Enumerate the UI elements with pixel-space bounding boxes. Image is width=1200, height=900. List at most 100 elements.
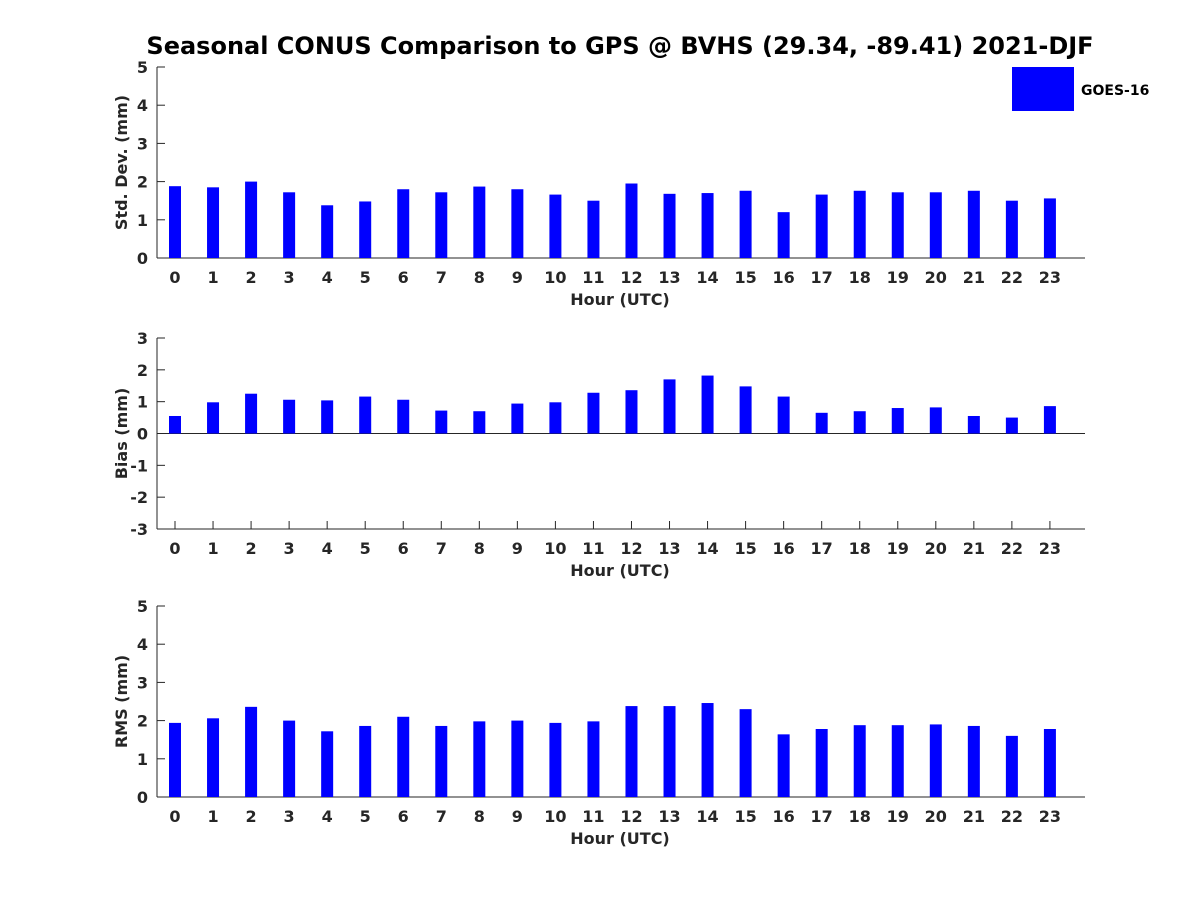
bias-y-tick-label: -2 <box>130 488 148 507</box>
rms-bar <box>511 720 524 797</box>
rms-bar <box>891 725 904 797</box>
std-dev-bar <box>853 190 866 258</box>
rms-x-tick-label: 22 <box>1001 807 1023 826</box>
legend-swatch <box>1012 67 1074 111</box>
std-dev-bar <box>891 192 904 258</box>
std-dev-x-tick-label: 6 <box>398 268 409 287</box>
bias-bar <box>207 402 220 434</box>
bias-bar <box>1005 417 1018 434</box>
std-dev-x-tick-label: 13 <box>658 268 680 287</box>
bias-bar <box>397 399 410 434</box>
bias-x-tick-label: 15 <box>734 539 756 558</box>
bias-bar <box>853 411 866 434</box>
bias-x-tick-label: 14 <box>696 539 718 558</box>
bias-x-tick-label: 16 <box>773 539 795 558</box>
rms-x-tick-label: 9 <box>512 807 523 826</box>
rms-bar <box>739 709 752 797</box>
rms-x-tick-label: 7 <box>436 807 447 826</box>
rms-bar <box>1005 735 1018 797</box>
bias-x-tick-label: 1 <box>207 539 218 558</box>
bias-bar <box>245 393 258 434</box>
bias-bar <box>511 403 524 434</box>
bias-x-tick-label: 19 <box>887 539 909 558</box>
std-dev-bar <box>435 192 448 258</box>
std-dev-bar <box>245 181 258 258</box>
std-dev-bar <box>739 190 752 258</box>
bias-x-tick-label: 18 <box>849 539 871 558</box>
bias-x-tick-label: 4 <box>322 539 333 558</box>
std-dev-bar <box>207 187 220 258</box>
rms-bar <box>207 718 220 797</box>
bias-bar <box>929 407 942 434</box>
std-dev-bar <box>701 193 714 258</box>
bias-x-tick-label: 7 <box>436 539 447 558</box>
std-dev-bar <box>473 186 486 258</box>
rms-bar <box>397 716 410 797</box>
bias-x-tick-label: 3 <box>284 539 295 558</box>
bias-bar <box>625 390 638 434</box>
std-dev-bar <box>777 212 790 258</box>
std-dev-x-tick-label: 14 <box>696 268 718 287</box>
bias-bar <box>777 396 790 434</box>
bias-x-tick-label: 12 <box>620 539 642 558</box>
std-dev-x-tick-label: 21 <box>963 268 985 287</box>
bias-y-tick-label: 2 <box>137 361 148 380</box>
bias-bar <box>891 408 904 434</box>
legend: GOES-16 <box>1012 67 1149 111</box>
rms-x-tick-label: 3 <box>284 807 295 826</box>
rms-x-tick-label: 15 <box>734 807 756 826</box>
std-dev-bar <box>587 200 600 258</box>
std-dev-x-tick-label: 0 <box>169 268 180 287</box>
std-dev-x-tick-label: 11 <box>582 268 604 287</box>
rms-x-tick-label: 19 <box>887 807 909 826</box>
std-dev-bar <box>397 189 410 258</box>
rms-bar <box>435 725 448 797</box>
std-dev-x-tick-label: 8 <box>474 268 485 287</box>
rms-x-tick-label: 1 <box>207 807 218 826</box>
std-dev-y-tick-label: 2 <box>137 173 148 192</box>
rms-y-axis-title: RMS (mm) <box>112 655 131 748</box>
rms-y-tick-label: 4 <box>137 635 148 654</box>
bias-bar <box>701 375 714 434</box>
std-dev-x-tick-label: 17 <box>811 268 833 287</box>
bias-bar <box>587 392 600 434</box>
std-dev-x-tick-label: 7 <box>436 268 447 287</box>
bias-x-tick-label: 21 <box>963 539 985 558</box>
bias-x-tick-label: 13 <box>658 539 680 558</box>
bias-x-tick-label: 11 <box>582 539 604 558</box>
std-dev-bar <box>1005 200 1018 258</box>
std-dev-y-tick-label: 1 <box>137 211 148 230</box>
std-dev-x-tick-label: 10 <box>544 268 566 287</box>
rms-bar <box>321 731 334 797</box>
rms-bar <box>929 724 942 797</box>
figure-title: Seasonal CONUS Comparison to GPS @ BVHS … <box>146 32 1093 60</box>
rms-x-tick-label: 18 <box>849 807 871 826</box>
rms-bar <box>815 729 828 797</box>
rms-x-tick-label: 2 <box>246 807 257 826</box>
bias-x-tick-label: 23 <box>1039 539 1061 558</box>
rms-x-tick-label: 12 <box>620 807 642 826</box>
std-dev-bar <box>283 192 296 258</box>
std-dev-bar <box>625 183 638 258</box>
rms-bar <box>359 725 372 797</box>
bias-y-tick-label: 0 <box>137 425 148 444</box>
std-dev-x-tick-label: 1 <box>207 268 218 287</box>
rms-bar <box>625 706 638 797</box>
std-dev-x-tick-label: 22 <box>1001 268 1023 287</box>
rms-bar <box>701 703 714 797</box>
rms-x-tick-label: 23 <box>1039 807 1061 826</box>
std-dev-bar <box>663 193 676 258</box>
std-dev-y-tick-label: 4 <box>137 96 148 115</box>
rms-x-tick-label: 4 <box>322 807 333 826</box>
std-dev-y-tick-label: 0 <box>137 249 148 268</box>
bias-x-tick-label: 9 <box>512 539 523 558</box>
rms-x-tick-label: 10 <box>544 807 566 826</box>
rms-bar <box>967 725 980 797</box>
std-dev-x-tick-label: 3 <box>284 268 295 287</box>
rms-bar <box>777 734 790 797</box>
std-dev-y-tick-label: 5 <box>137 58 148 77</box>
rms-bar <box>169 722 181 797</box>
